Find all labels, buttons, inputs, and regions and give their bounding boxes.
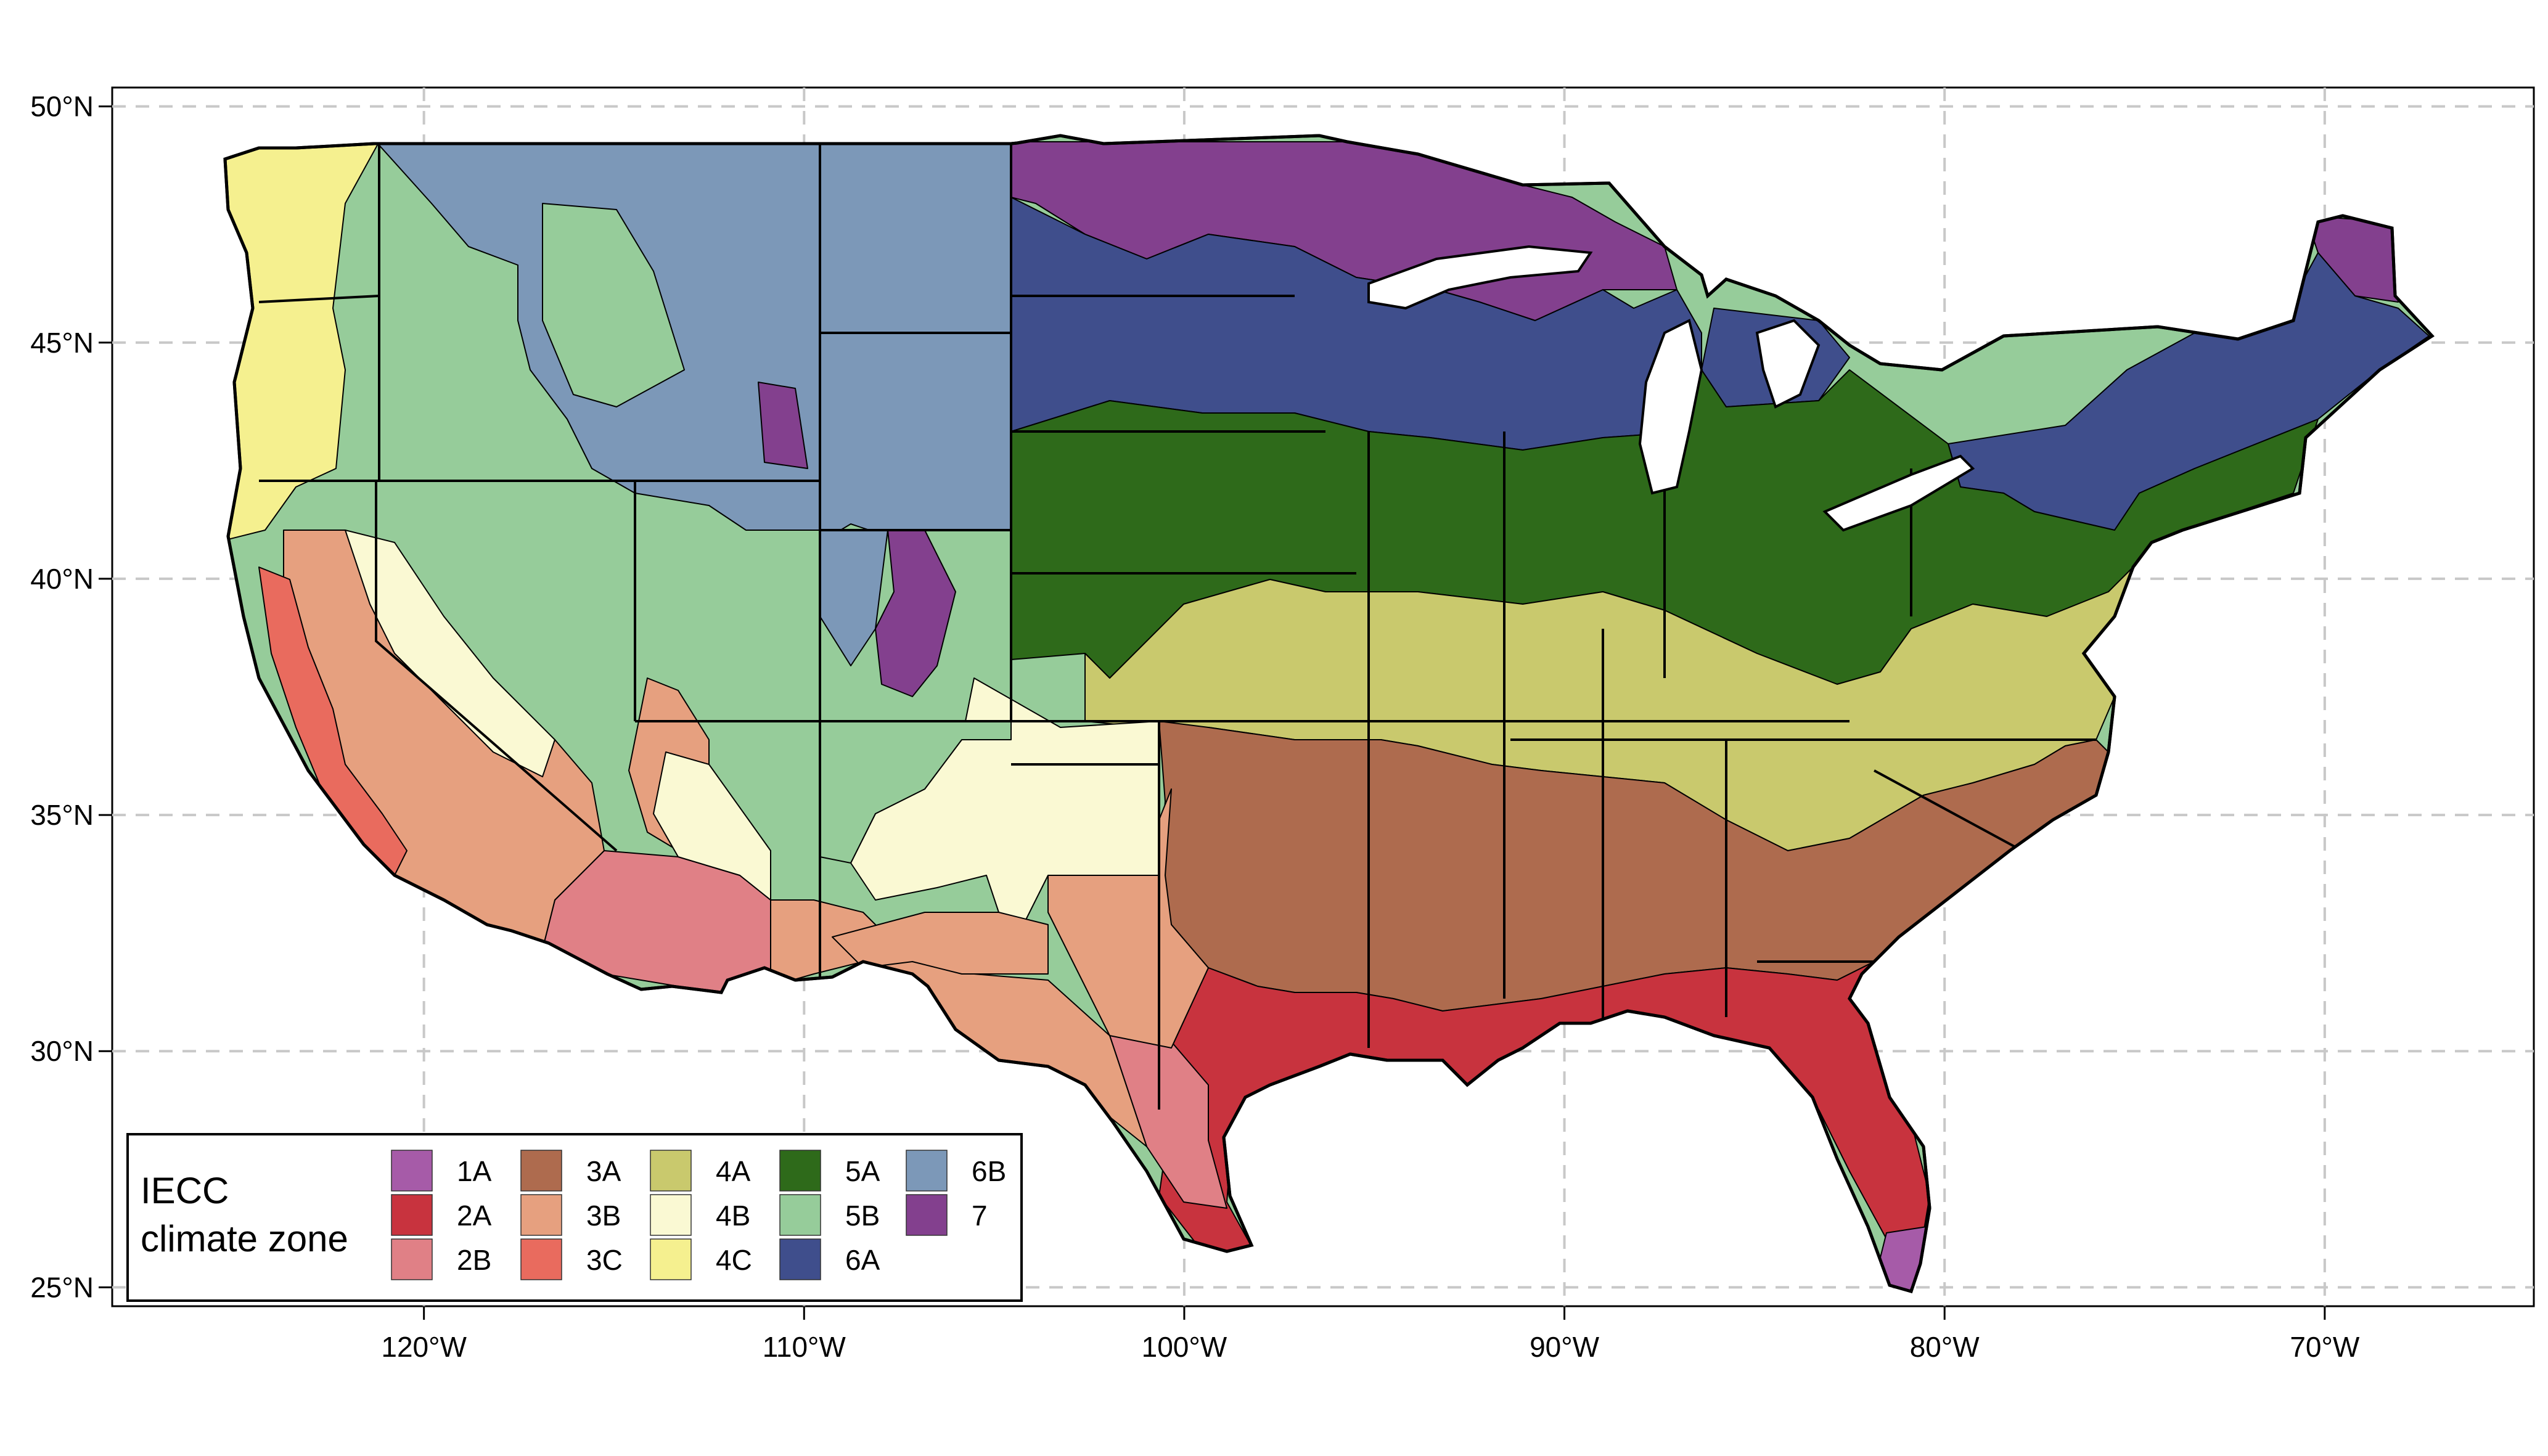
zone-region xyxy=(542,203,685,407)
zone-region xyxy=(653,751,771,901)
legend-swatch xyxy=(520,1194,562,1236)
legend-swatch xyxy=(520,1238,562,1280)
zone-region xyxy=(258,566,408,876)
legend-label: 4C xyxy=(716,1244,752,1276)
legend-box xyxy=(126,1133,1023,1302)
legend-swatch xyxy=(906,1194,948,1236)
legend-label: 4A xyxy=(716,1155,751,1187)
legend-label: 3C xyxy=(586,1244,623,1276)
axes: 120°W 110°W 100°W 90°W 80°W 70°W 50°N 45°N 40°N 3… xyxy=(30,91,2360,1363)
y-tick-label: 40°N xyxy=(30,563,94,595)
legend-title-line2: climate zone xyxy=(141,1218,348,1259)
legend-swatch xyxy=(906,1150,948,1192)
legend-swatch xyxy=(779,1194,821,1236)
x-tick-label: 100°W xyxy=(1142,1331,1227,1363)
legend-label: 5A xyxy=(845,1155,880,1187)
x-tick-label: 70°W xyxy=(2290,1331,2360,1363)
zone-region xyxy=(1109,1035,1227,1209)
legend-swatch xyxy=(779,1238,821,1280)
zone-region xyxy=(819,721,1012,864)
y-tick-label: 50°N xyxy=(30,91,94,123)
zone-region xyxy=(345,530,555,777)
lake-huron xyxy=(1755,319,1821,409)
zone-region xyxy=(758,382,808,469)
y-tick-label: 25°N xyxy=(30,1271,94,1303)
x-tick-label: 80°W xyxy=(1910,1331,1980,1363)
y-tick-label: 30°N xyxy=(30,1035,94,1067)
legend-label: 2B xyxy=(457,1244,491,1276)
x-tick-label: 110°W xyxy=(763,1331,846,1363)
legend-swatch xyxy=(391,1238,433,1280)
lake-erie xyxy=(1822,454,1975,532)
legend-swatch xyxy=(650,1194,692,1236)
legend-label: 1A xyxy=(457,1155,492,1187)
y-tick-label: 45°N xyxy=(30,327,94,359)
lake-superior xyxy=(1367,245,1593,310)
legend-label: 7 xyxy=(972,1200,988,1232)
lake-michigan xyxy=(1638,319,1703,495)
legend: IECC climate zone 1A 2A 2B 3A 3B 3C 4A 4B 4C 5A 5B… xyxy=(126,1133,1023,1302)
x-tick-label: 120°W xyxy=(381,1331,467,1363)
plot-frame xyxy=(111,86,2535,1307)
x-tick-label: 90°W xyxy=(1530,1331,1600,1363)
legend-swatch xyxy=(520,1150,562,1192)
legend-label: 3B xyxy=(586,1200,621,1232)
legend-swatch xyxy=(650,1238,692,1280)
legend-label: 6A xyxy=(845,1244,880,1276)
legend-items: 1A 2A 2B 3A 3B 3C 4A 4B 4C 5A 5B 6A 6B 7 xyxy=(391,1150,1006,1280)
legend-label: 3A xyxy=(586,1155,621,1187)
legend-swatch xyxy=(391,1194,433,1236)
state-boundaries xyxy=(258,142,2096,1110)
legend-title-line1: IECC xyxy=(141,1170,229,1211)
legend-swatch xyxy=(779,1150,821,1192)
us-outline xyxy=(223,134,2435,1294)
legend-swatch xyxy=(650,1150,692,1192)
great-lakes xyxy=(1367,245,1975,532)
zone-region xyxy=(875,530,956,697)
legend-label: 6B xyxy=(972,1155,1006,1187)
legend-swatch xyxy=(391,1150,433,1192)
legend-label: 5B xyxy=(845,1200,880,1232)
legend-label: 2A xyxy=(457,1200,492,1232)
legend-label: 4B xyxy=(716,1200,750,1232)
y-tick-label: 35°N xyxy=(30,799,94,831)
